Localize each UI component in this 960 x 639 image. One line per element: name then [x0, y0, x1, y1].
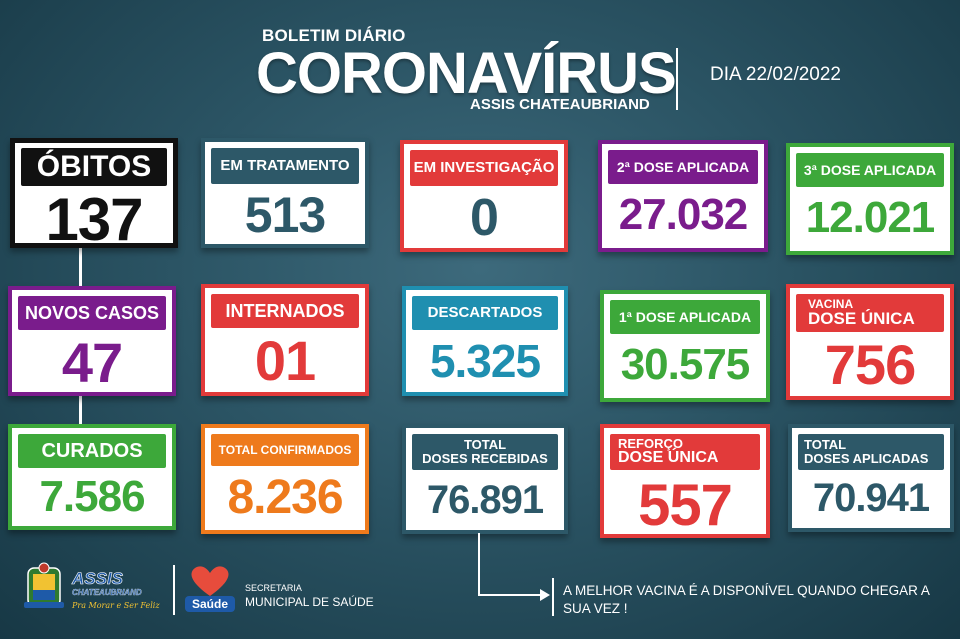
bulletin-subtitle: BOLETIM DIÁRIO	[262, 26, 406, 45]
dose-unica-label: VACINA DOSE ÚNICA	[796, 294, 944, 332]
doses-recebidas-card: TOTAL DOSES RECEBIDAS 76.891	[402, 424, 568, 534]
segunda-dose-label: 2ª DOSE APLICADA	[608, 150, 758, 184]
secretaria-label: SECRETARIA	[245, 583, 302, 593]
doses-recebidas-label-line2: DOSES RECEBIDAS	[422, 451, 548, 466]
em-investigacao-value: 0	[470, 189, 499, 247]
obitos-value: 137	[45, 186, 143, 253]
heart-icon	[191, 566, 229, 596]
em-investigacao-card: EM INVESTIGAÇÃO 0	[400, 140, 568, 252]
connector-line-obitos	[79, 248, 82, 286]
doses-aplicadas-value: 70.941	[812, 476, 930, 520]
descartados-label: DESCARTADOS	[412, 296, 558, 330]
obitos-label: ÓBITOS	[21, 148, 167, 186]
svg-text:Pra Morar e Ser Feliz: Pra Morar e Ser Feliz	[71, 601, 160, 610]
dose-unica-label-line2: DOSE ÚNICA	[808, 309, 915, 329]
connector-line-message-horizontal	[478, 594, 542, 596]
novos-casos-label: NOVOS CASOS	[18, 296, 166, 330]
terceira-dose-label: 3ª DOSE APLICADA	[796, 153, 944, 187]
assis-chateaubriand-logo: ASSIS CHATEAUBRIAND Pra Morar e Ser Feli…	[24, 562, 160, 610]
connector-line-novos-casos	[79, 396, 82, 424]
saude-logo: Saúde	[185, 566, 235, 612]
total-confirmados-label: TOTAL CONFIRMADOS	[211, 434, 359, 466]
internados-value: 01	[254, 329, 316, 392]
coat-of-arms-icon	[24, 562, 64, 608]
arrow-right-icon	[540, 589, 550, 601]
svg-text:ASSIS: ASSIS	[71, 569, 124, 588]
svg-text:CHATEAUBRIAND: CHATEAUBRIAND	[72, 588, 142, 597]
em-tratamento-value: 513	[244, 187, 326, 243]
em-investigacao-label: EM INVESTIGAÇÃO	[410, 150, 558, 186]
total-confirmados-value: 8.236	[227, 471, 343, 524]
reforco-card: REFORÇO DOSE ÚNICA 557	[600, 424, 770, 538]
city-name: ASSIS CHATEAUBRIAND	[470, 96, 650, 113]
doses-aplicadas-label-line2: DOSES APLICADAS	[804, 451, 929, 466]
curados-value: 7.586	[39, 472, 145, 521]
descartados-value: 5.325	[429, 335, 541, 387]
novos-casos-card: NOVOS CASOS 47	[8, 286, 176, 396]
doses-aplicadas-label: TOTAL DOSES APLICADAS	[798, 434, 944, 470]
reforco-value: 557	[638, 473, 733, 538]
em-tratamento-card: EM TRATAMENTO 513	[201, 138, 369, 248]
obitos-card: ÓBITOS 137	[10, 138, 178, 253]
doses-recebidas-value: 76.891	[426, 478, 544, 522]
primeira-dose-card: 1ª DOSE APLICADA 30.575	[600, 290, 770, 402]
novos-casos-value: 47	[61, 331, 123, 394]
secretaria-name: MUNICIPAL DE SAÚDE	[245, 595, 374, 609]
dose-unica-label-line1: VACINA	[808, 296, 854, 311]
curados-card: CURADOS 7.586	[8, 424, 176, 530]
dose-unica-value: 756	[824, 333, 916, 396]
segunda-dose-value: 27.032	[618, 190, 749, 239]
doses-recebidas-label: TOTAL DOSES RECEBIDAS	[412, 434, 558, 470]
reforco-label-line2: DOSE ÚNICA	[618, 449, 719, 467]
page-title: CORONAVÍRUS	[256, 41, 677, 106]
connector-line-message	[478, 533, 480, 595]
reforco-label-line1: REFORÇO	[618, 435, 683, 451]
terceira-dose-card: 3ª DOSE APLICADA 12.021	[786, 143, 954, 255]
internados-label: INTERNADOS	[211, 294, 359, 328]
em-tratamento-label: EM TRATAMENTO	[211, 148, 359, 184]
total-confirmados-card: TOTAL CONFIRMADOS 8.236	[201, 424, 369, 534]
primeira-dose-label: 1ª DOSE APLICADA	[610, 300, 760, 334]
primeira-dose-value: 30.575	[620, 340, 751, 389]
internados-card: INTERNADOS 01	[201, 284, 369, 396]
reforco-label: REFORÇO DOSE ÚNICA	[610, 434, 760, 470]
bulletin-date: DIA 22/02/2022	[710, 64, 841, 85]
terceira-dose-value: 12.021	[805, 193, 936, 242]
svg-text:Saúde: Saúde	[192, 597, 228, 611]
curados-label: CURADOS	[18, 434, 166, 468]
logo-divider	[173, 565, 175, 615]
doses-aplicadas-card: TOTAL DOSES APLICADAS 70.941	[788, 424, 954, 532]
footer-message: A MELHOR VACINA É A DISPONÍVEL QUANDO CH…	[563, 583, 930, 617]
descartados-card: DESCARTADOS 5.325	[402, 286, 568, 396]
segunda-dose-card: 2ª DOSE APLICADA 27.032	[598, 140, 768, 252]
doses-recebidas-label-line1: TOTAL	[463, 437, 507, 453]
dose-unica-card: VACINA DOSE ÚNICA 756	[786, 284, 954, 400]
doses-aplicadas-label-line1: TOTAL	[804, 437, 847, 453]
message-bracket	[552, 578, 554, 616]
header-divider	[676, 48, 678, 110]
